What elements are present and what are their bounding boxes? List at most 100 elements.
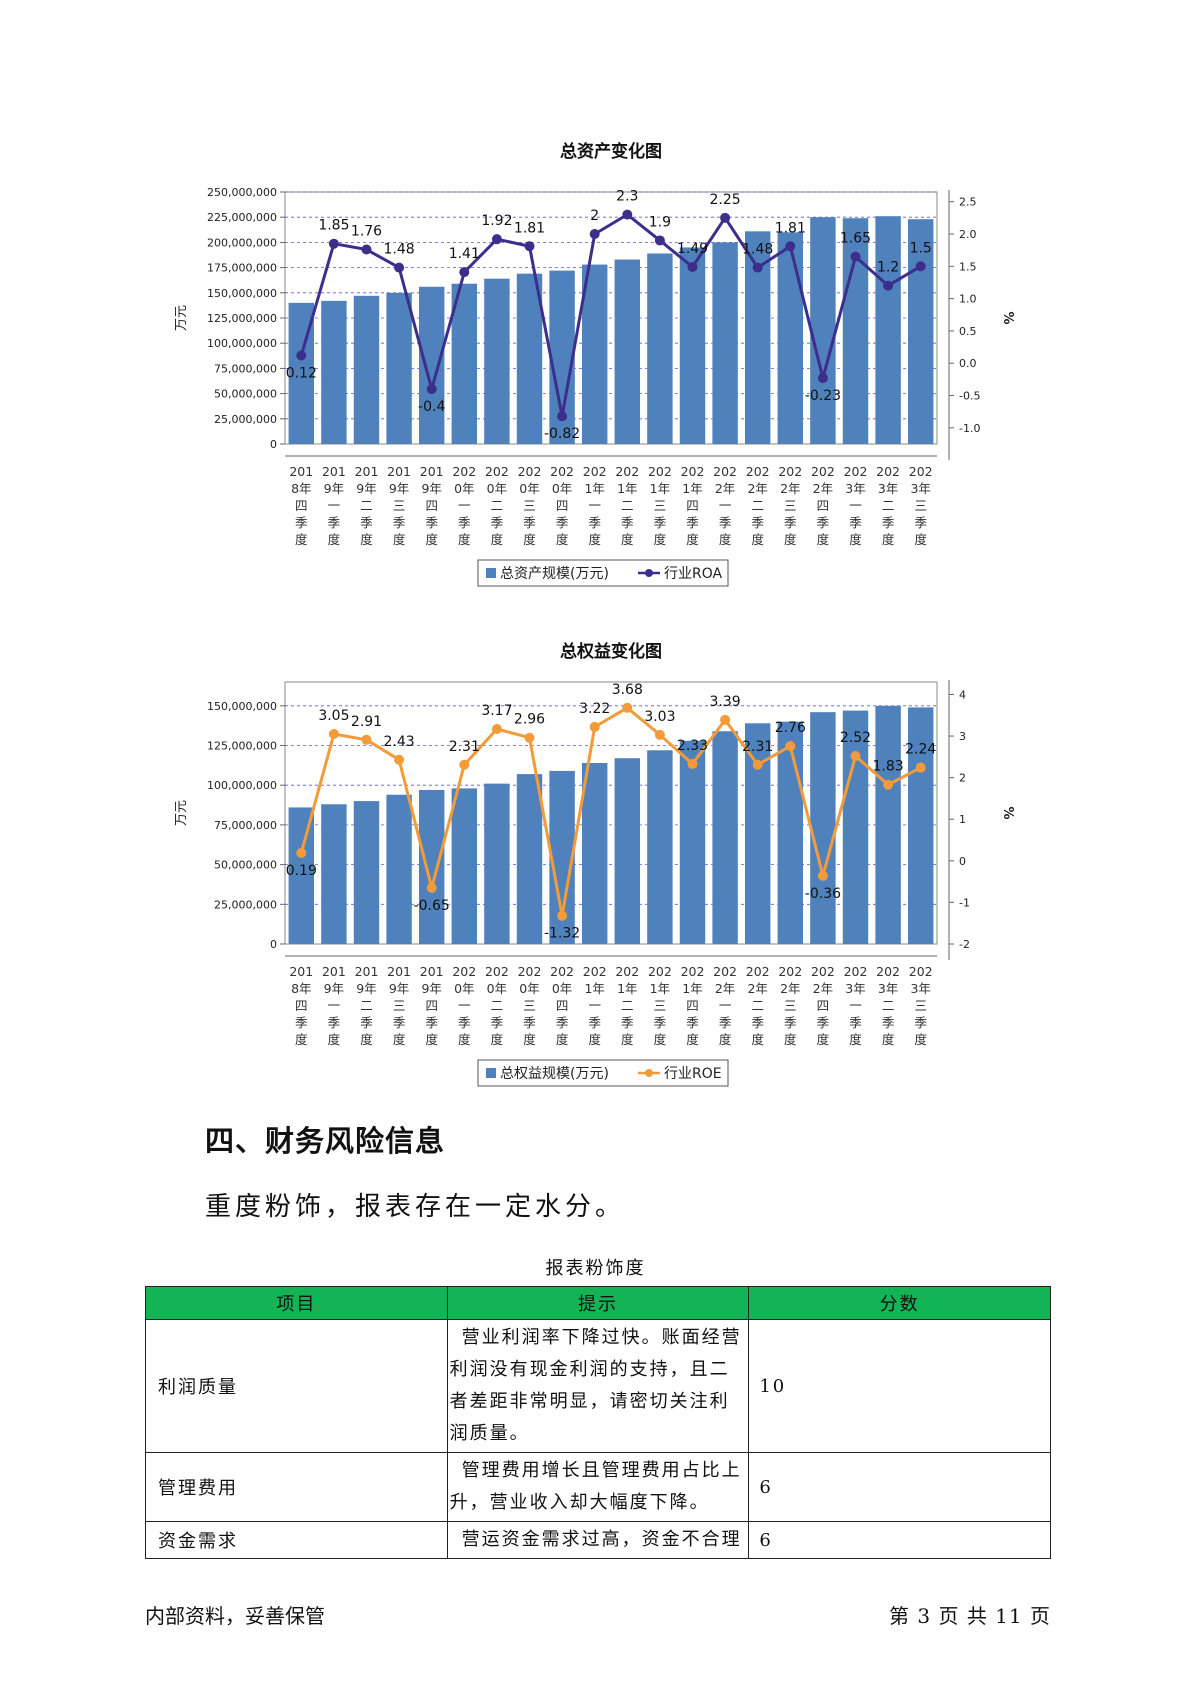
line-point	[850, 251, 861, 262]
bar	[647, 750, 673, 944]
line-point	[752, 262, 763, 273]
data-label: 1.41	[449, 246, 480, 262]
line-point	[491, 723, 502, 734]
x-tick-label: 201 9年三季度	[387, 964, 411, 1047]
data-label: 2.3	[616, 189, 638, 205]
line-point	[654, 729, 665, 740]
bar	[842, 710, 869, 944]
table-cell-hint: 营运资金需求过高，资金不合理	[446, 1521, 750, 1559]
line-point	[915, 762, 926, 773]
line-point	[459, 759, 470, 770]
data-label: 1.85	[318, 218, 349, 234]
bar	[810, 217, 836, 444]
table-cell-score: 6	[748, 1521, 1051, 1559]
y-tick-label: 0	[270, 938, 277, 951]
x-tick-label: 202 2年三季度	[778, 964, 802, 1047]
x-tick-label: 202 0年一季度	[452, 964, 476, 1047]
series-line	[299, 706, 922, 918]
y-axis-label: 万元	[174, 800, 189, 826]
table-cell-score: 10	[748, 1319, 1051, 1453]
data-label: 1.83	[873, 759, 904, 775]
x-tick-label: 202 0年四季度	[550, 964, 574, 1047]
x-tick-label: 202 2年二季度	[746, 964, 770, 1047]
bar	[647, 253, 673, 444]
data-label: 2.33	[677, 738, 708, 754]
section-heading: 四、财务风险信息	[205, 1124, 446, 1158]
y2-tick-label: 0	[959, 855, 966, 868]
data-label: 2.24	[905, 742, 936, 758]
table-header-score: 分数	[748, 1286, 1051, 1320]
y-tick-label: 75,000,000	[214, 362, 277, 375]
line-point	[720, 212, 731, 223]
y2-tick-label: 0.5	[959, 325, 977, 338]
line-point	[394, 262, 405, 273]
y-tick-label: 75,000,000	[214, 819, 277, 832]
line-point	[557, 910, 568, 921]
y2-tick-label: -1	[959, 896, 970, 909]
x-tick-label: 202 1年一季度	[583, 964, 607, 1047]
line-point	[883, 280, 894, 291]
line-point	[524, 732, 535, 743]
table-header-item: 项目	[145, 1286, 448, 1320]
data-label: 2.25	[710, 192, 741, 208]
y-tick-label: 25,000,000	[214, 898, 277, 911]
legend-bar-swatch	[486, 568, 496, 578]
x-tick-label: 201 9年四季度	[420, 464, 444, 547]
data-label: -0.65	[414, 898, 450, 914]
legend-box	[477, 1059, 729, 1087]
bar	[484, 783, 510, 944]
x-tick-label: 202 3年二季度	[876, 964, 900, 1047]
data-label: 2.31	[742, 739, 773, 755]
y-tick-label: 225,000,000	[207, 211, 277, 224]
table-cell-score: 6	[748, 1452, 1051, 1522]
x-tick-label: 202 0年一季度	[452, 464, 476, 547]
legend-line-label: 行业ROE	[664, 1066, 722, 1082]
x-tick-label: 202 1年三季度	[648, 464, 672, 547]
x-tick-label: 202 2年四季度	[811, 964, 835, 1047]
data-label: 1.9	[649, 214, 671, 230]
line-point	[361, 244, 372, 255]
x-tick-label: 202 1年四季度	[681, 964, 705, 1047]
y-tick-label: 250,000,000	[207, 186, 277, 199]
footer-page-number: 第 3 页 共 11 页	[889, 1604, 1051, 1628]
y2-axis-label: %	[1000, 311, 1015, 324]
data-label: 3.68	[612, 682, 643, 698]
data-label: 0.12	[286, 365, 317, 381]
y-tick-label: 175,000,000	[207, 262, 277, 275]
bar	[614, 259, 641, 444]
total-assets-chart: 总资产变化图 0 25,000,000 50,000,000 75,000,000 100…	[0, 130, 1191, 604]
x-tick-label: 202 0年二季度	[485, 964, 509, 1047]
line-point	[622, 702, 633, 713]
line-point	[426, 882, 437, 893]
bar	[386, 292, 412, 444]
table-cell-hint: 管理费用增长且管理费用占比上升，营业收入却大幅度下降。	[446, 1452, 750, 1522]
table-caption: 报表粉饰度	[545, 1258, 646, 1279]
data-label: 1.76	[351, 224, 382, 240]
data-label: 3.05	[318, 708, 349, 724]
line-point	[785, 241, 796, 252]
x-tick-label: 202 3年一季度	[844, 964, 868, 1047]
line-point	[785, 741, 796, 752]
data-label: -0.36	[805, 886, 841, 902]
footer-confidential-note: 内部资料，妥善保管	[145, 1604, 325, 1628]
data-label: 1.65	[840, 231, 871, 247]
x-tick-label: 202 3年二季度	[876, 464, 900, 547]
data-label: 2.43	[384, 734, 415, 750]
y2-tick-label: 0.0	[959, 357, 977, 370]
x-tick-label: 201 8年四季度	[289, 964, 313, 1047]
bar	[516, 774, 543, 944]
y-tick-label: 25,000,000	[214, 413, 277, 426]
y-tick-label: 150,000,000	[207, 287, 277, 300]
x-tick-label: 202 1年三季度	[648, 964, 672, 1047]
data-label: 2.91	[351, 714, 382, 730]
bar	[679, 247, 706, 444]
bar	[581, 762, 608, 944]
y2-tick-label: 2	[959, 772, 966, 785]
table-row: 管理费用 管理费用增长且管理费用占比上升，营业收入却大幅度下降。 6	[145, 1452, 1051, 1522]
bar	[451, 283, 478, 444]
x-tick-label: 202 1年二季度	[615, 464, 639, 547]
line-point	[817, 373, 828, 384]
data-label: 2.76	[775, 720, 806, 736]
line-point	[589, 721, 600, 732]
data-label: -0.23	[805, 388, 841, 404]
